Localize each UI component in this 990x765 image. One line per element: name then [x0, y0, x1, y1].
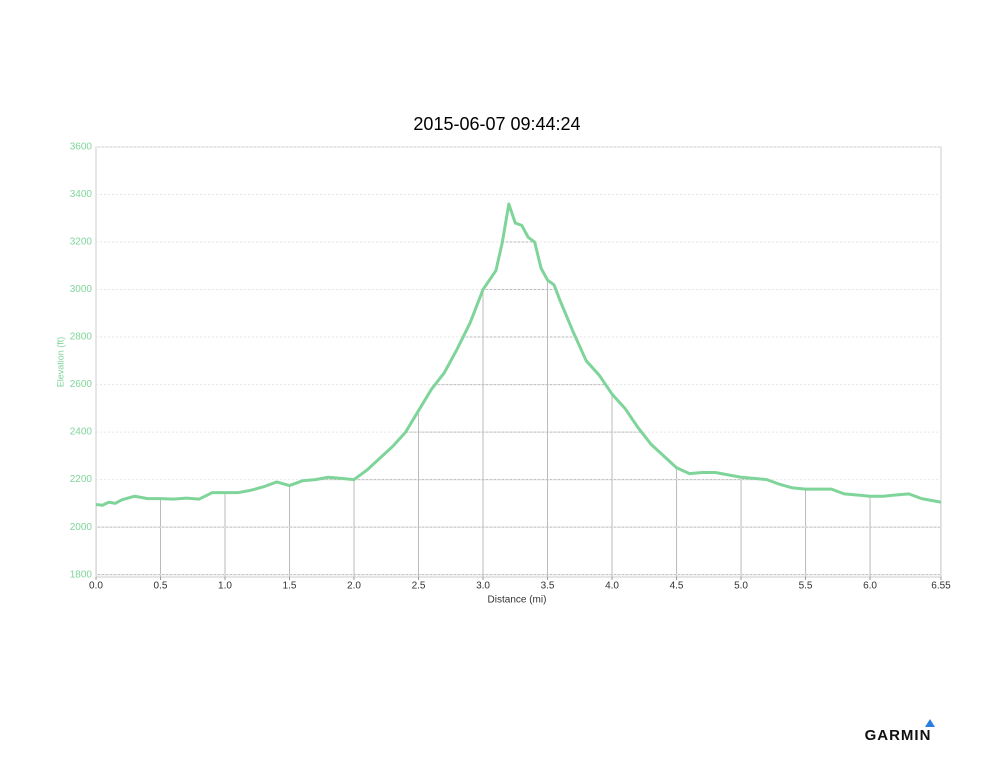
y-tick-label: 1800 [70, 569, 93, 580]
x-tick-label: 3.0 [476, 581, 490, 592]
y-tick-label: 2400 [70, 427, 93, 438]
x-tick-label: 4.5 [670, 581, 684, 592]
y-tick-label: 3400 [70, 189, 93, 200]
logo-triangle [925, 719, 935, 727]
x-tick-label: 5.0 [734, 581, 748, 592]
x-tick-label: 2.5 [412, 581, 426, 592]
y-tick-label: 2600 [70, 379, 93, 390]
y-tick-label: 3000 [70, 284, 93, 295]
y-tick-label: 2200 [70, 474, 93, 485]
x-tick-label: 4.0 [605, 581, 619, 592]
y-tick-label: 3600 [70, 142, 93, 153]
x-tick-label: 1.0 [218, 581, 232, 592]
x-axis-label: Distance (mi) [488, 595, 547, 606]
x-tick-label: 2.0 [347, 581, 361, 592]
elevation-line [95, 202, 942, 507]
x-tick-label: 5.5 [799, 581, 813, 592]
grid-under-curve [96, 204, 941, 577]
plot-frame [95, 146, 942, 578]
y-axis-label: Elevation (ft) [55, 337, 65, 388]
brand-logo: GARMIN [865, 727, 932, 744]
x-tick-label: 0.0 [89, 581, 103, 592]
y-tick-label: 2000 [70, 522, 93, 533]
x-tick-label: 3.5 [541, 581, 555, 592]
x-tick-label: 6.55 [931, 581, 951, 592]
chart-title: 2015-06-07 09:44:24 [413, 114, 580, 134]
x-tick-label: 6.0 [863, 581, 877, 592]
y-tick-label: 2800 [70, 332, 93, 343]
x-tick-label: 1.5 [283, 581, 297, 592]
x-tick-label: 0.5 [154, 581, 168, 592]
y-tick-label: 3200 [70, 237, 93, 248]
